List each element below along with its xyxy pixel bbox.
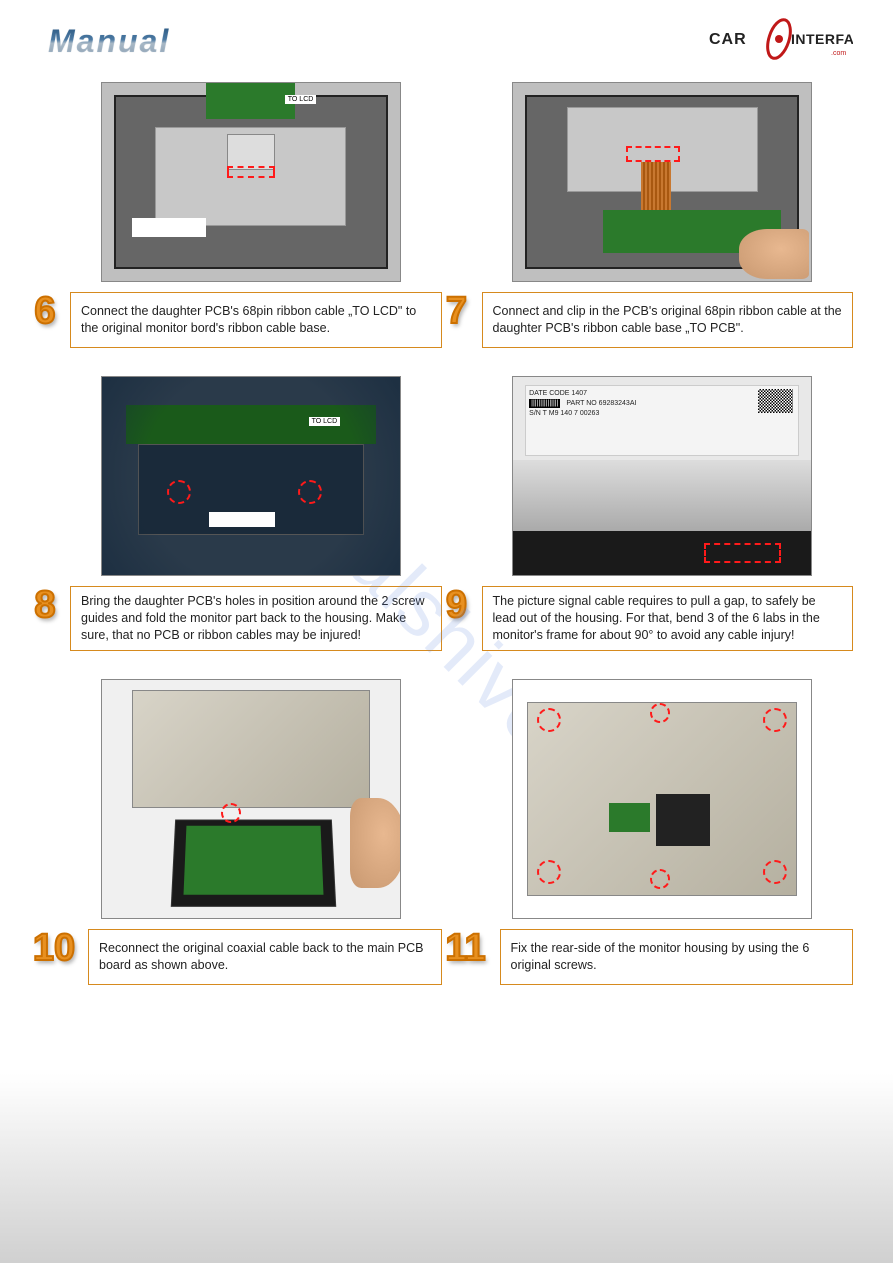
step-11-image [512,679,812,919]
step-6: TO LCD 6 Connect the daughter PCB's 68pi… [60,82,442,348]
step-6-caption: Connect the daughter PCB's 68pin ribbon … [70,292,442,348]
brand-logo: CAR INTERFACE .com [703,17,853,66]
step-11-number: 11 [440,929,492,967]
manual-title: Manual [48,23,170,60]
step-8-number: 8 [28,586,62,624]
step-8: TO LCD 8 Bring the daughter PCB's holes … [60,376,442,651]
step-6-number: 6 [28,292,62,330]
page-header: Manual CAR INTERFACE .com [0,0,893,70]
step-10-image [101,679,401,919]
step-10-caption: Reconnect the original coaxial cable bac… [88,929,442,985]
step-9-image: DATE CODE 1407 ||||||||||||||| PART NO 6… [512,376,812,576]
svg-text:INTERFACE: INTERFACE [791,31,853,47]
step-9-number: 9 [440,586,474,624]
step-7: 7 Connect and clip in the PCB's original… [472,82,854,348]
step-7-caption: Connect and clip in the PCB's original 6… [482,292,854,348]
step-7-number: 7 [440,292,474,330]
step-9-caption: The picture signal cable requires to pul… [482,586,854,651]
step-10: 10 Reconnect the original coaxial cable … [60,679,442,985]
step-6-image: TO LCD [101,82,401,282]
steps-grid: TO LCD 6 Connect the daughter PCB's 68pi… [0,70,893,1015]
svg-text:CAR: CAR [709,31,747,48]
step-11-caption: Fix the rear-side of the monitor housing… [500,929,854,985]
svg-text:.com: .com [831,50,846,57]
step-7-image [512,82,812,282]
step-8-caption: Bring the daughter PCB's holes in positi… [70,586,442,651]
step-10-number: 10 [28,929,80,967]
step-11: 11 Fix the rear-side of the monitor hous… [472,679,854,985]
step-8-image: TO LCD [101,376,401,576]
step-9: DATE CODE 1407 ||||||||||||||| PART NO 6… [472,376,854,651]
